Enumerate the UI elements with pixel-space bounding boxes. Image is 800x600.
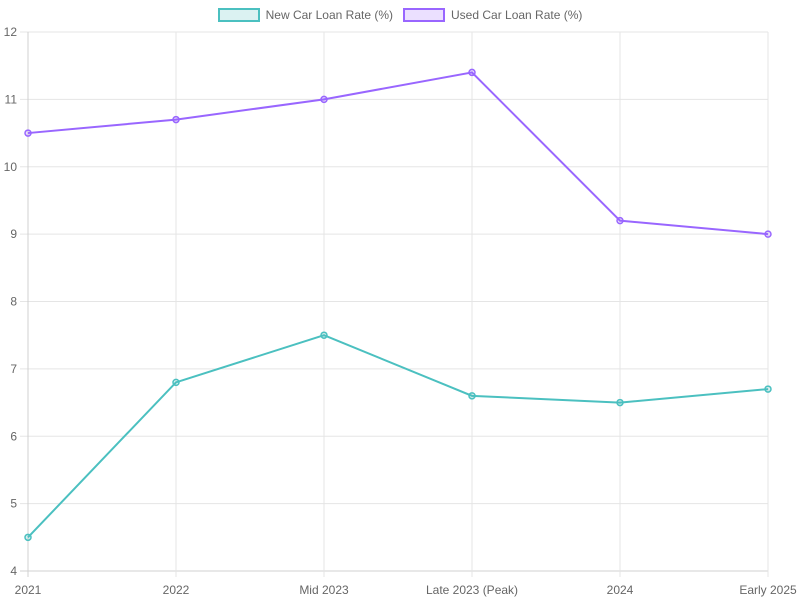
x-tick-label: Late 2023 (Peak) bbox=[426, 583, 518, 597]
data-point[interactable] bbox=[320, 95, 328, 104]
y-tick-label: 6 bbox=[10, 429, 17, 443]
data-series bbox=[24, 68, 772, 542]
x-axis: 2021 2022 Mid 2023 Late 2023 (Peak) 2024 Earl… bbox=[15, 583, 797, 597]
y-tick-label: 7 bbox=[10, 362, 17, 376]
y-tick-label: 10 bbox=[4, 160, 18, 174]
legend-item-used-car[interactable]: Used Car Loan Rate (%) bbox=[403, 8, 582, 22]
data-point[interactable] bbox=[764, 385, 772, 393]
y-tick-label: 11 bbox=[5, 92, 18, 106]
series-line-1 bbox=[27, 71, 769, 236]
data-point[interactable] bbox=[764, 230, 772, 238]
y-tick-label: 4 bbox=[10, 564, 17, 578]
y-tick-label: 9 bbox=[10, 227, 17, 241]
data-point[interactable] bbox=[172, 378, 180, 387]
series-line-0 bbox=[27, 334, 769, 539]
data-point[interactable] bbox=[172, 115, 180, 124]
data-point[interactable] bbox=[320, 331, 328, 339]
legend-label: Used Car Loan Rate (%) bbox=[451, 8, 583, 22]
data-point[interactable] bbox=[616, 398, 624, 407]
legend-label: New Car Loan Rate (%) bbox=[265, 8, 393, 22]
data-point[interactable] bbox=[616, 216, 624, 225]
grid-lines bbox=[20, 31, 769, 577]
x-tick-label: Mid 2023 bbox=[299, 583, 349, 597]
data-point[interactable] bbox=[468, 392, 476, 400]
x-tick-label: 2021 bbox=[15, 583, 42, 597]
y-tick-label: 5 bbox=[10, 497, 17, 511]
y-tick-label: 8 bbox=[10, 295, 17, 309]
legend-item-new-car[interactable]: New Car Loan Rate (%) bbox=[217, 8, 393, 22]
y-axis: 4 5 6 7 8 9 10 11 12 bbox=[4, 25, 18, 578]
x-tick-label: 2024 bbox=[607, 583, 634, 597]
chart-legend: New Car Loan Rate (%) Used Car Loan Rate… bbox=[0, 8, 800, 22]
data-point[interactable] bbox=[468, 68, 476, 77]
y-tick-label: 12 bbox=[4, 25, 18, 39]
legend-swatch-new-car bbox=[217, 8, 260, 22]
data-point[interactable] bbox=[24, 129, 32, 137]
legend-swatch-used-car bbox=[403, 8, 445, 22]
x-tick-label: Early 2025 bbox=[739, 583, 797, 597]
x-tick-label: 2022 bbox=[163, 583, 190, 597]
data-point[interactable] bbox=[24, 533, 32, 542]
